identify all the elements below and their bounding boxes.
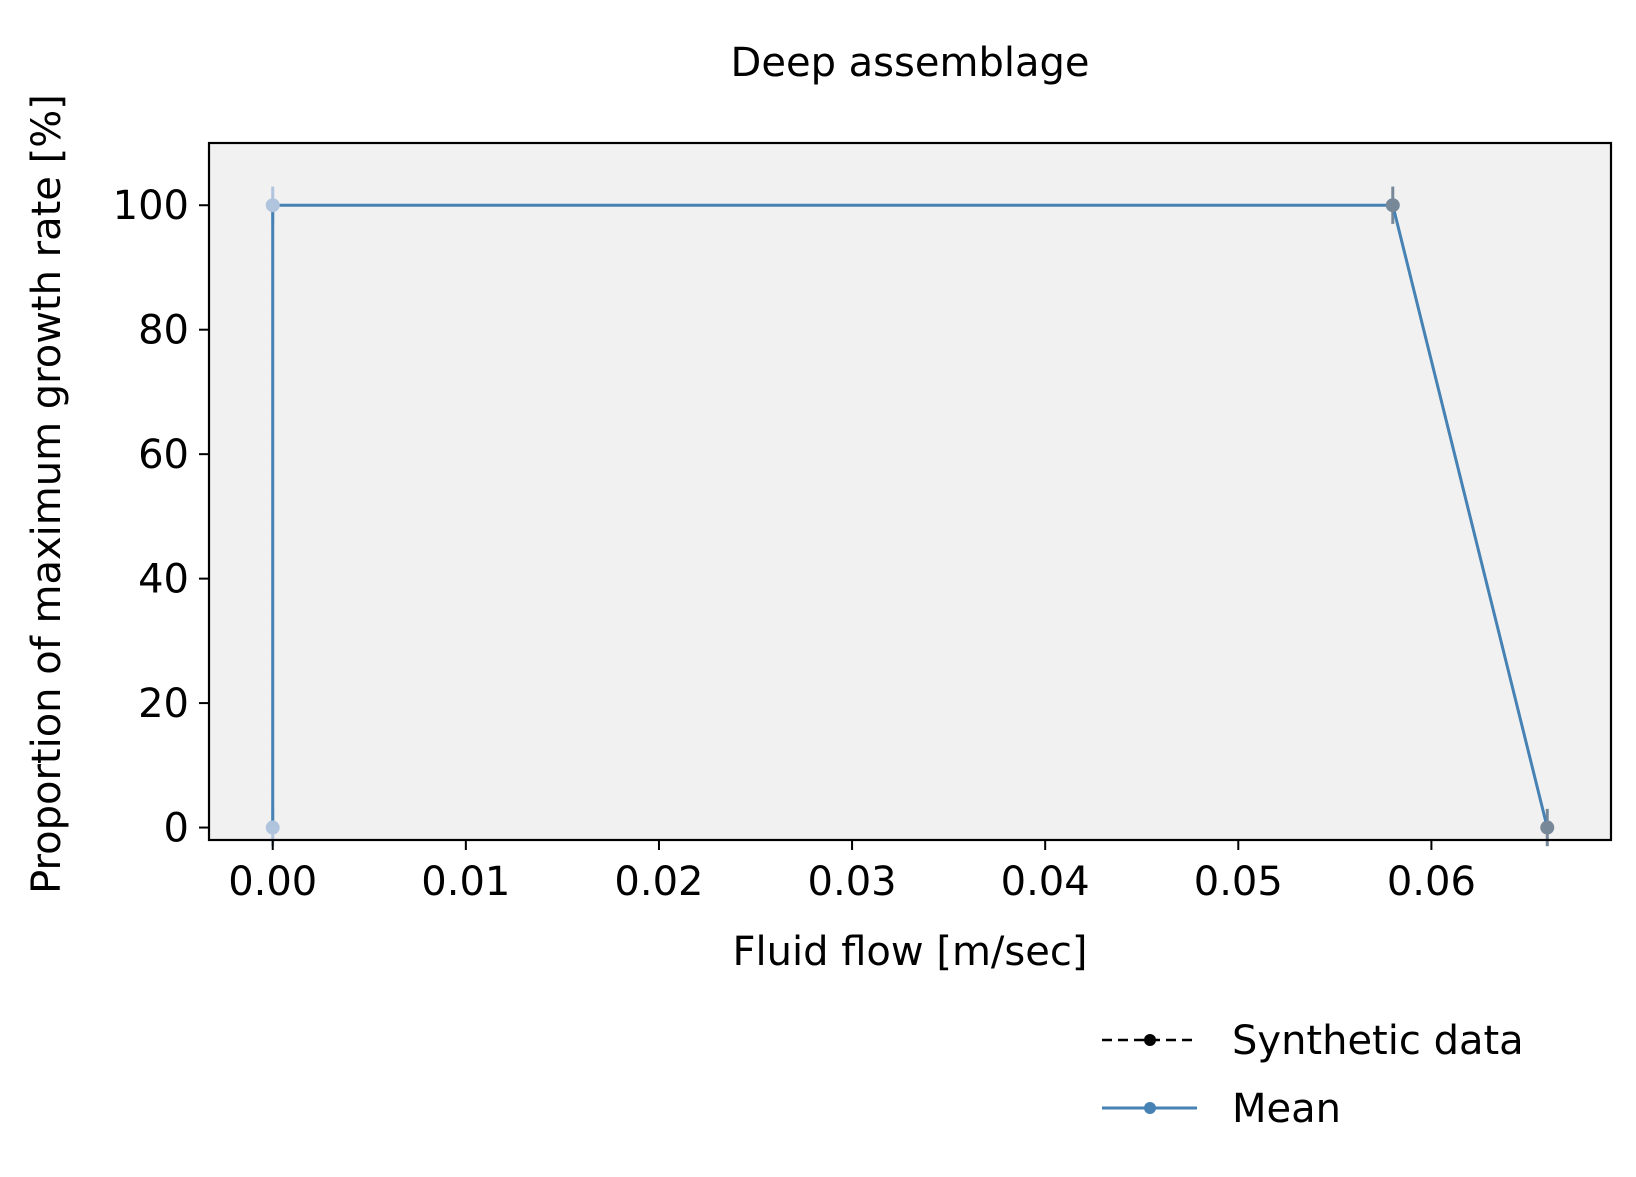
plot-frame [207, 141, 1613, 842]
data-point [1540, 820, 1555, 835]
data-point [265, 198, 280, 213]
legend-synthetic-label: Synthetic data [1232, 1018, 1524, 1064]
x-tick-label: 0.01 [421, 859, 510, 905]
plot-content [265, 186, 1555, 847]
x-axis-label: Fluid flow [m/sec] [733, 929, 1088, 975]
x-tick-label: 0.04 [1001, 859, 1090, 905]
legend-synthetic-marker [1144, 1034, 1156, 1046]
data-point [1385, 198, 1400, 213]
legend-mean-label: Mean [1232, 1086, 1341, 1132]
y-tick-label: 100 [113, 183, 189, 229]
x-tick-label: 0.02 [614, 859, 703, 905]
chart-title: Deep assemblage [731, 40, 1090, 86]
y-axis: 0 20 40 60 80 100 [113, 183, 209, 852]
plot-area [209, 143, 1611, 840]
mean-line [271, 203, 1549, 828]
y-tick-label: 20 [138, 681, 189, 727]
y-axis-label: Proportion of maximum growth rate [%] [24, 94, 70, 894]
x-axis: 0.00 0.01 0.02 0.03 0.04 0.05 0.06 [228, 840, 1476, 905]
x-tick-label: 0.05 [1194, 859, 1283, 905]
x-tick-label: 0.03 [808, 859, 897, 905]
y-tick-label: 40 [138, 557, 189, 603]
x-tick-label: 0.00 [228, 859, 317, 905]
y-tick-label: 0 [164, 806, 189, 852]
y-tick-label: 60 [138, 432, 189, 478]
data-point [265, 820, 280, 835]
x-tick-label: 0.06 [1387, 859, 1476, 905]
y-tick-label: 80 [138, 308, 189, 354]
legend-mean-marker [1144, 1102, 1156, 1114]
legend: Synthetic data Mean [1102, 1018, 1524, 1132]
